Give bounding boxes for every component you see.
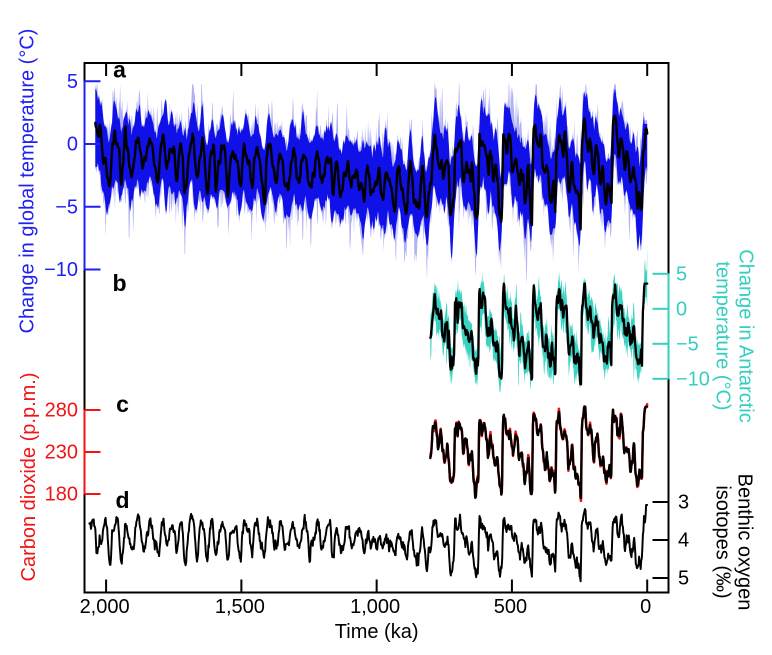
svg-text:a: a — [113, 57, 126, 83]
svg-text:d: d — [115, 487, 129, 513]
svg-text:230: 230 — [45, 442, 78, 464]
svg-text:temperature (°C): temperature (°C) — [712, 261, 734, 410]
svg-text:isotopes (‰): isotopes (‰) — [712, 485, 734, 598]
svg-text:−10: −10 — [676, 368, 710, 390]
svg-text:Change in Antarctic: Change in Antarctic — [735, 249, 757, 422]
svg-text:Change in global temperature (: Change in global temperature (°C) — [17, 29, 39, 334]
svg-text:0: 0 — [676, 298, 687, 320]
svg-text:5: 5 — [67, 71, 78, 93]
svg-text:−10: −10 — [44, 259, 78, 281]
svg-text:5: 5 — [678, 568, 689, 590]
svg-text:−5: −5 — [55, 196, 78, 218]
svg-text:c: c — [116, 391, 129, 417]
svg-text:5: 5 — [676, 263, 687, 285]
svg-text:1,000: 1,000 — [350, 596, 400, 618]
svg-text:280: 280 — [45, 400, 78, 422]
svg-text:Time (ka): Time (ka) — [335, 621, 419, 643]
svg-text:0: 0 — [67, 134, 78, 156]
svg-text:2,000: 2,000 — [80, 596, 130, 618]
svg-text:Benthic oxygen: Benthic oxygen — [734, 474, 756, 611]
svg-text:180: 180 — [45, 484, 78, 506]
svg-text:−5: −5 — [676, 333, 699, 355]
svg-text:1,500: 1,500 — [215, 596, 265, 618]
svg-text:500: 500 — [494, 596, 527, 618]
svg-text:Carbon dioxide (p.p.m.): Carbon dioxide (p.p.m.) — [18, 373, 40, 582]
svg-text:b: b — [112, 270, 126, 296]
svg-text:3: 3 — [678, 492, 689, 514]
svg-text:4: 4 — [678, 530, 689, 552]
svg-text:0: 0 — [640, 596, 651, 618]
